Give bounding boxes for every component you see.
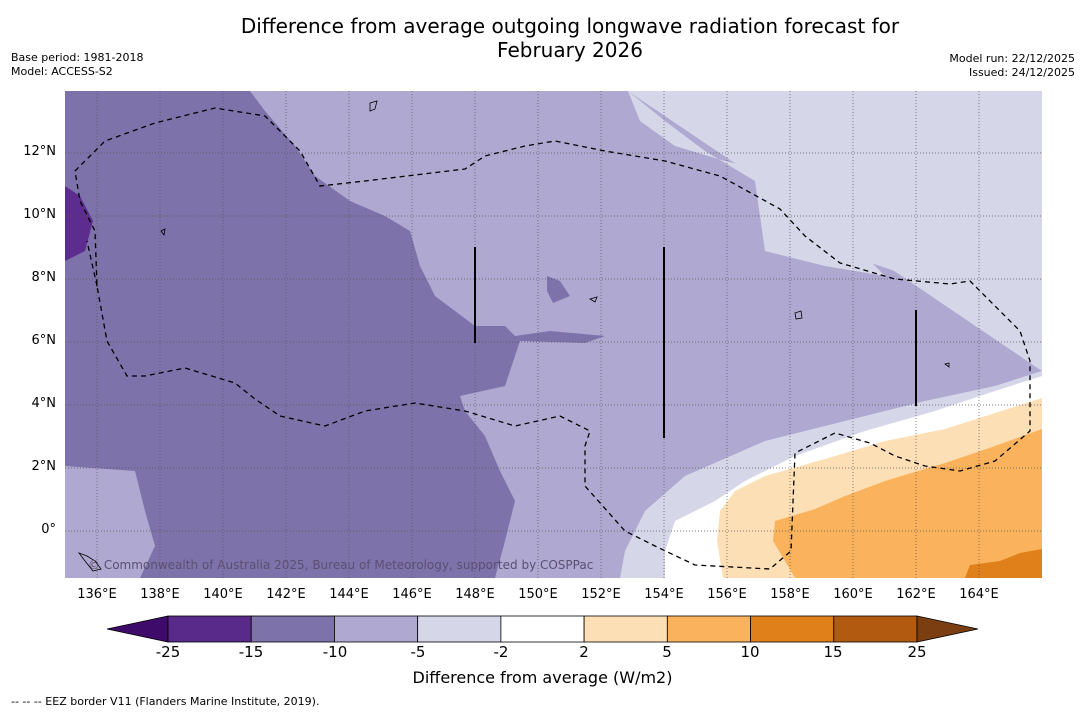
colorbar-label: 2 xyxy=(579,643,589,661)
gridlines xyxy=(65,91,1042,578)
title-line-1: Difference from average outgoing longwav… xyxy=(240,14,900,38)
x-tick-label: 146°E xyxy=(392,587,432,602)
x-tick-label: 136°E xyxy=(77,587,117,602)
x-tick-label: 164°E xyxy=(959,587,999,602)
anomaly-band-minus15 xyxy=(65,186,93,261)
anomaly-band-plus5 xyxy=(773,429,1042,578)
colorbar-label: -2 xyxy=(493,643,509,661)
anomaly-band-minus2-north xyxy=(628,91,1042,281)
copyright-text: © Commonwealth of Australia 2025, Bureau… xyxy=(88,558,594,572)
x-tick-label: 150°E xyxy=(518,587,558,602)
anomaly-patch-minus10 xyxy=(547,276,570,303)
colorbar-segment xyxy=(583,615,668,643)
colorbar-segment xyxy=(750,615,835,643)
colorbar-label: 25 xyxy=(907,643,927,661)
colorbar-label: -10 xyxy=(322,643,348,661)
meta-left: Base period: 1981-2018 Model: ACCESS-S2 xyxy=(11,51,143,79)
colorbar-under-arrow xyxy=(106,615,169,643)
colorbar xyxy=(106,615,979,643)
x-tick-label: 138°E xyxy=(140,587,180,602)
anomaly-band-minus10 xyxy=(65,91,605,578)
x-tick-label: 142°E xyxy=(266,587,306,602)
colorbar-segment xyxy=(500,615,585,643)
colorbar-over-arrow xyxy=(916,615,979,643)
colorbar-label: 15 xyxy=(823,643,843,661)
colorbar-label: 10 xyxy=(740,643,760,661)
eez-border-line-west xyxy=(86,240,98,287)
issued-text: Issued: 24/12/2025 xyxy=(968,66,1075,79)
island-outlines xyxy=(77,100,950,572)
x-tick-label: 162°E xyxy=(896,587,936,602)
y-tick-label: 2°N xyxy=(31,459,57,474)
x-tick-label: 140°E xyxy=(203,587,243,602)
colorbar-segment xyxy=(417,615,502,643)
x-tick-label: 154°E xyxy=(644,587,684,602)
colorbar-label: -25 xyxy=(155,643,181,661)
map-panel xyxy=(65,91,1042,578)
model-run-text: Model run: 22/12/2025 xyxy=(949,52,1075,65)
y-tick-label: 4°N xyxy=(31,396,57,411)
x-tick-label: 144°E xyxy=(329,587,369,602)
boundary-segments xyxy=(474,247,917,438)
colorbar-segment xyxy=(334,615,419,643)
y-tick-label: 6°N xyxy=(31,333,57,348)
x-tick-label: 160°E xyxy=(833,587,873,602)
y-tick-label: 10°N xyxy=(23,207,56,222)
eez-border-line xyxy=(74,107,1031,570)
x-tick-label: 158°E xyxy=(770,587,810,602)
colorbar-title: Difference from average (W/m2) xyxy=(412,668,673,687)
meta-right: Model run: 22/12/2025 Issued: 24/12/2025 xyxy=(949,52,1075,80)
x-tick-label: 156°E xyxy=(707,587,747,602)
x-tick-label: 148°E xyxy=(455,587,495,602)
base-period-text: Base period: 1981-2018 xyxy=(11,51,144,64)
model-text: Model: ACCESS-S2 xyxy=(11,65,113,78)
anomaly-band-plus10 xyxy=(965,549,1042,578)
footer-note: -- -- -- EEZ border V11 (Flanders Marine… xyxy=(11,695,320,708)
y-tick-label: 12°N xyxy=(23,144,56,159)
colorbar-label: 5 xyxy=(662,643,672,661)
chart-title: Difference from average outgoing longwav… xyxy=(0,14,1085,62)
colorbar-label: -15 xyxy=(238,643,264,661)
title-line-2: February 2026 xyxy=(497,38,643,62)
y-tick-label: 8°N xyxy=(31,270,57,285)
y-tick-label: 0° xyxy=(41,522,56,537)
colorbar-segments xyxy=(167,615,918,643)
colorbar-segment xyxy=(167,615,252,643)
colorbar-segment xyxy=(833,615,918,643)
colorbar-label: -5 xyxy=(410,643,426,661)
colorbar-segment xyxy=(666,615,751,643)
x-tick-label: 152°E xyxy=(581,587,621,602)
colorbar-segment xyxy=(250,615,335,643)
